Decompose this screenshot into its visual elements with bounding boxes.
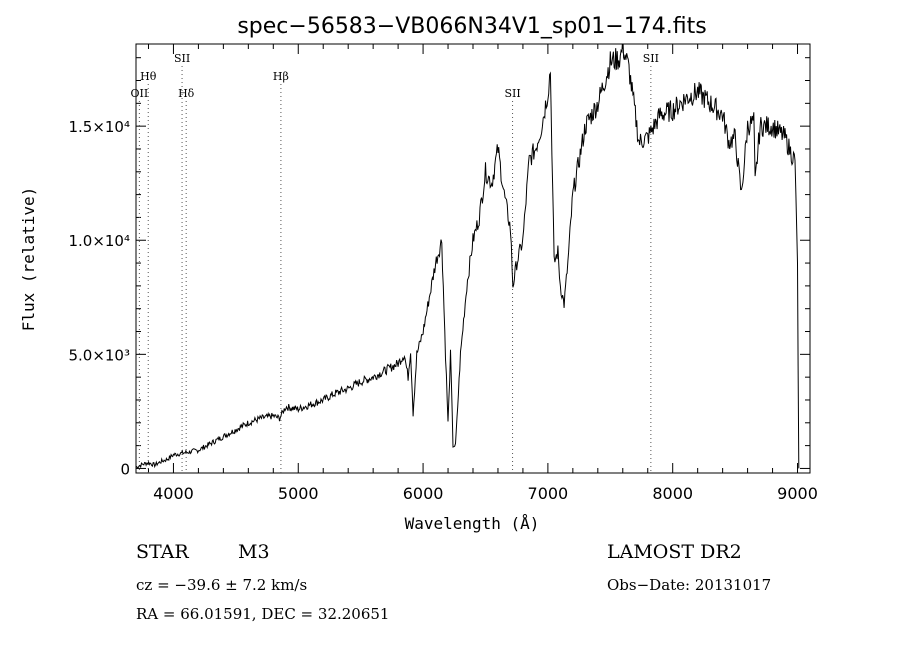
plot-area: 4000 5000 6000 7000 8000 9000 0 5.0×10³ 1.0×10⁴ 1… — [68, 43, 818, 503]
object-subclass: M3 — [238, 541, 270, 563]
y-axis-label: Flux (relative) — [19, 187, 38, 332]
line-label: Hδ — [178, 87, 195, 100]
x-tick-label: 5000 — [278, 484, 319, 503]
line-label: SII — [174, 52, 190, 65]
line-label: Hθ — [140, 70, 157, 83]
chart-title: spec−56583−VB066N34V1_sp01−174.fits — [237, 14, 706, 39]
coordinates: RA = 66.01591, DEC = 32.20651 — [136, 605, 390, 623]
redshift-velocity: cz = −39.6 ± 7.2 km/s — [136, 576, 308, 594]
y-tick-label: 1.5×10⁴ — [68, 118, 130, 136]
x-axis-label: Wavelength (Å) — [405, 514, 540, 533]
x-tick-label: 7000 — [528, 484, 569, 503]
observation-date: Obs−Date: 20131017 — [607, 576, 772, 594]
survey-name: LAMOST DR2 — [607, 541, 742, 563]
x-tick-label: 6000 — [403, 484, 444, 503]
x-tick-label: 4000 — [153, 484, 194, 503]
x-tick-label: 8000 — [652, 484, 693, 503]
y-tick-label: 1.0×10⁴ — [68, 232, 130, 250]
line-label: SII — [643, 52, 659, 65]
x-tick-label: 9000 — [777, 484, 818, 503]
line-label: Hβ — [273, 70, 289, 83]
line-label: SII — [504, 87, 520, 100]
y-tick-label: 0 — [120, 460, 130, 478]
spectrum-line — [136, 44, 800, 470]
line-label: OII — [131, 87, 149, 100]
object-type: STAR — [136, 541, 189, 563]
y-tick-label: 5.0×10³ — [68, 346, 130, 364]
